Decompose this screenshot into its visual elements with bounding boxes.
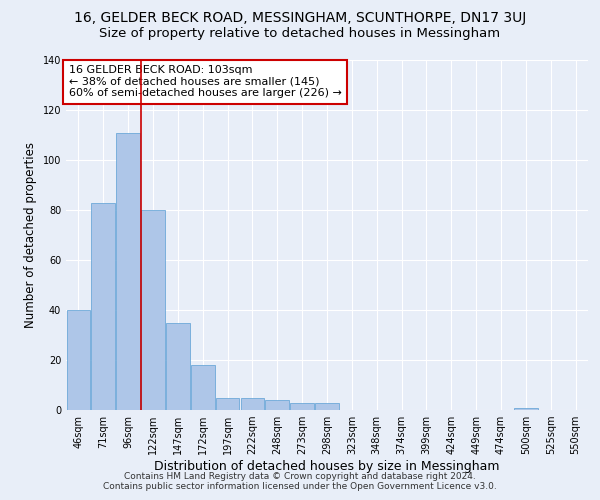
- Text: 16, GELDER BECK ROAD, MESSINGHAM, SCUNTHORPE, DN17 3UJ: 16, GELDER BECK ROAD, MESSINGHAM, SCUNTH…: [74, 11, 526, 25]
- Bar: [290, 402, 314, 410]
- Bar: [166, 322, 190, 410]
- Bar: [141, 210, 165, 410]
- Bar: [265, 400, 289, 410]
- Bar: [116, 132, 140, 410]
- X-axis label: Distribution of detached houses by size in Messingham: Distribution of detached houses by size …: [154, 460, 500, 473]
- Bar: [216, 398, 239, 410]
- Text: Contains HM Land Registry data © Crown copyright and database right 2024.
Contai: Contains HM Land Registry data © Crown c…: [103, 472, 497, 491]
- Bar: [514, 408, 538, 410]
- Bar: [67, 310, 90, 410]
- Text: Size of property relative to detached houses in Messingham: Size of property relative to detached ho…: [100, 28, 500, 40]
- Bar: [191, 365, 215, 410]
- Bar: [241, 398, 264, 410]
- Y-axis label: Number of detached properties: Number of detached properties: [24, 142, 37, 328]
- Text: 16 GELDER BECK ROAD: 103sqm
← 38% of detached houses are smaller (145)
60% of se: 16 GELDER BECK ROAD: 103sqm ← 38% of det…: [68, 66, 341, 98]
- Bar: [315, 402, 339, 410]
- Bar: [91, 202, 115, 410]
